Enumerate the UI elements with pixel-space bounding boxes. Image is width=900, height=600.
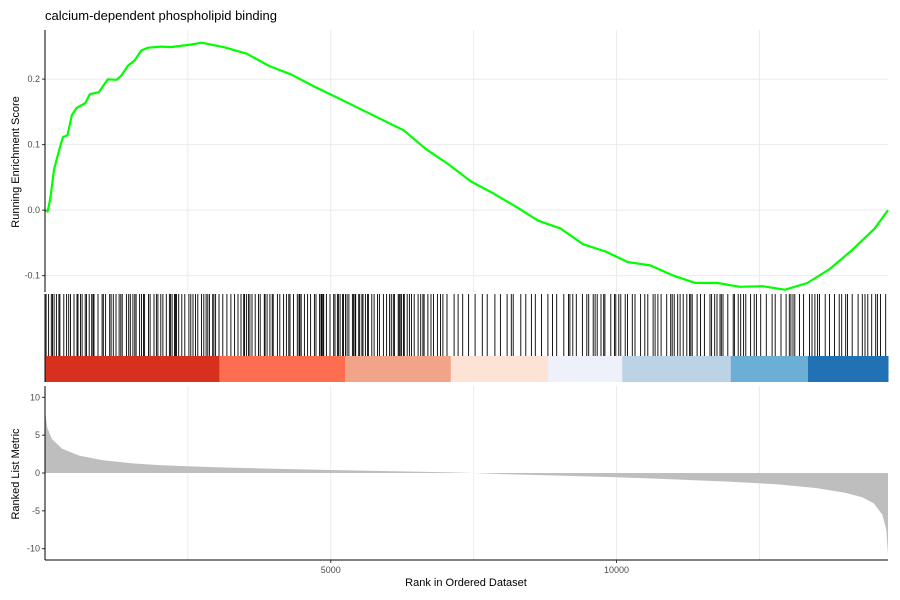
ranking-color-bands <box>45 356 889 382</box>
ranked-metric-area <box>45 411 888 555</box>
rank-y-tick-label: -5 <box>32 506 40 516</box>
ranking-band <box>450 356 549 382</box>
rank-y-tick-label: 0 <box>35 468 40 478</box>
ranking-band <box>807 356 889 382</box>
es-y-tick-label: 0.1 <box>27 140 40 150</box>
ranking-band <box>730 356 809 382</box>
hit-lines-panel <box>45 294 887 356</box>
running-enrichment-ylabel: Running Enrichment Score <box>10 96 22 227</box>
es-y-tick-label: -0.1 <box>24 271 40 281</box>
x-axis-label: Rank in Ordered Dataset <box>405 577 527 589</box>
ranking-band <box>547 356 623 382</box>
rank-y-tick-label: 10 <box>30 392 40 402</box>
ranking-band <box>219 356 346 382</box>
rank-y-tick-label: -10 <box>27 544 40 554</box>
ranking-band <box>345 356 452 382</box>
ranked-metric-panel: -10 -5 0 5 10 <box>27 392 888 555</box>
ranking-band <box>45 356 220 382</box>
ranking-band <box>622 356 732 382</box>
x-tick-label: 5000 <box>321 565 341 575</box>
x-tick-label: 10000 <box>604 565 629 575</box>
rank-y-tick-label: 5 <box>35 430 40 440</box>
axes: 5000 10000 <box>44 30 888 575</box>
chart-title: calcium-dependent phospholipid binding <box>45 8 277 23</box>
es-y-tick-label: 0.2 <box>27 74 40 84</box>
running-enrichment-line <box>44 41 889 291</box>
ranked-metric-ylabel: Ranked List Metric <box>10 428 22 520</box>
es-y-tick-label: 0.0 <box>27 205 40 215</box>
running-enrichment-panel: -0.1 0.0 0.1 0.2 <box>24 41 889 291</box>
